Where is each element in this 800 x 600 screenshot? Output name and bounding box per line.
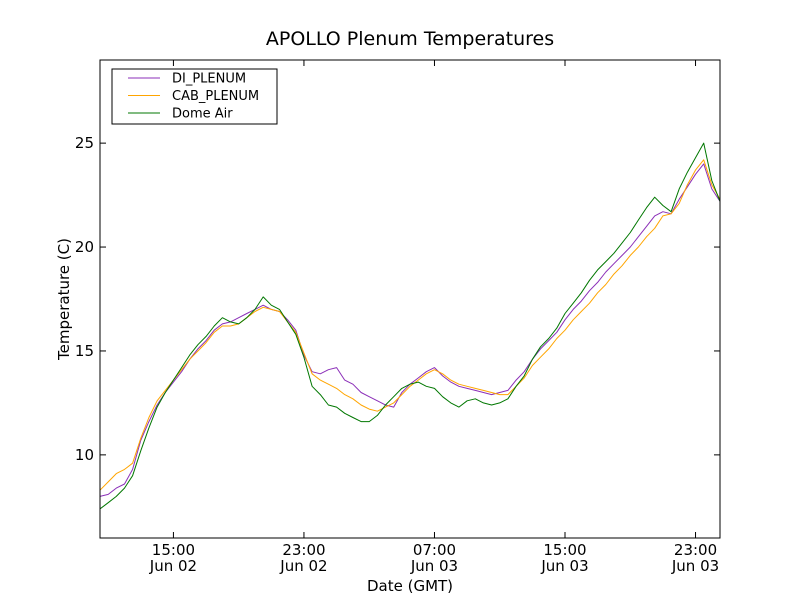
x-tick-label-date: Jun 03	[410, 557, 458, 575]
y-tick-label: 20	[75, 238, 94, 256]
legend-label: Dome Air	[172, 107, 233, 122]
x-tick-label-time: 23:00	[282, 541, 325, 559]
legend: DI_PLENUM CAB_PLENUM Dome Air	[111, 68, 278, 125]
y-axis-label: Temperature (C)	[55, 238, 73, 361]
x-tick-label-date: Jun 03	[540, 557, 588, 575]
series-line-cab-plenum	[99, 159, 721, 491]
x-tick-label-time: 23:00	[674, 541, 717, 559]
x-tick-label-time: 15:00	[543, 541, 586, 559]
series-layer	[99, 142, 721, 510]
x-axis-label: Date (GMT)	[367, 577, 453, 595]
chart-title: APOLLO Plenum Temperatures	[266, 28, 554, 50]
y-tick-label: 10	[75, 446, 94, 464]
y-tick-label: 25	[75, 134, 94, 152]
x-tick-label-date: Jun 03	[671, 557, 719, 575]
legend-label: DI_PLENUM	[172, 72, 246, 87]
x-tick-label-date: Jun 02	[149, 557, 197, 575]
x-tick-label-time: 15:00	[152, 541, 195, 559]
x-tick-label-time: 07:00	[413, 541, 456, 559]
x-tick-label-date: Jun 02	[279, 557, 327, 575]
y-axis-ticks: 10 15 20 25	[75, 134, 720, 464]
y-tick-label: 15	[75, 342, 94, 360]
legend-label: CAB_PLENUM	[172, 89, 259, 104]
plot-frame	[99, 59, 721, 539]
series-line-dome-air	[99, 142, 721, 510]
